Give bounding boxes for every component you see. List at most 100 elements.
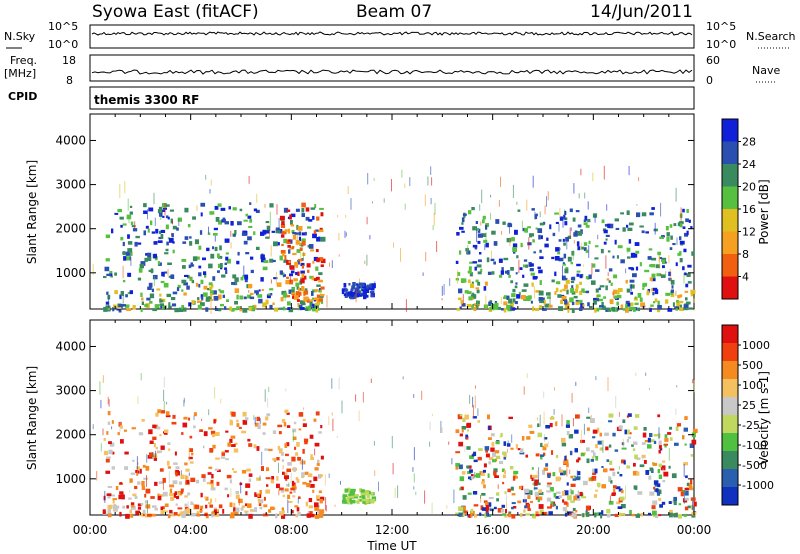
echo-cell xyxy=(605,446,609,451)
echo-cell xyxy=(629,284,635,289)
echo-cell xyxy=(199,429,203,432)
echo-cell xyxy=(591,456,594,459)
echo-cell xyxy=(120,439,124,444)
echo-cell xyxy=(274,307,279,312)
nsky-trace xyxy=(91,31,693,36)
echo-cell xyxy=(177,284,181,289)
echo-cell xyxy=(320,496,325,501)
echo-cell xyxy=(633,441,638,445)
echo-cell xyxy=(165,224,169,230)
echo-cell xyxy=(273,277,278,280)
echo-cell xyxy=(167,466,171,469)
echo-cell xyxy=(300,307,305,310)
echo-cell xyxy=(617,471,620,474)
echo-cell xyxy=(216,469,221,472)
echo-cell xyxy=(291,246,294,250)
echo-cell xyxy=(494,301,497,305)
echo-cell xyxy=(651,207,655,210)
noise-cell xyxy=(209,189,211,194)
echo-cell xyxy=(202,476,206,482)
echo-cell xyxy=(107,505,110,509)
echo-cell xyxy=(296,442,300,447)
noise-cell xyxy=(467,245,469,255)
echo-cell xyxy=(494,306,499,310)
echo-cell xyxy=(481,493,486,496)
echo-cell xyxy=(197,304,202,310)
echo-cell xyxy=(248,225,253,228)
echo-cell xyxy=(168,238,174,243)
noise-cell xyxy=(562,220,564,228)
echo-cell xyxy=(320,258,326,264)
echo-cell xyxy=(309,511,313,516)
echo-cell xyxy=(488,301,492,306)
echo-cell xyxy=(267,293,271,296)
echo-cell xyxy=(283,259,288,263)
echo-cell xyxy=(470,508,474,513)
echo-cell xyxy=(664,445,667,448)
echo-cell xyxy=(688,482,693,488)
echo-cell xyxy=(596,482,601,487)
echo-cell xyxy=(258,298,263,304)
echo-cell xyxy=(690,479,693,485)
noise-cell xyxy=(248,290,250,293)
echo-cell xyxy=(570,288,574,293)
echo-cell xyxy=(578,299,583,305)
echo-cell xyxy=(122,279,126,283)
echo-cell xyxy=(483,463,487,468)
echo-cell xyxy=(493,471,497,476)
echo-cell xyxy=(248,307,254,311)
echo-cell xyxy=(584,215,588,221)
echo-cell xyxy=(592,452,596,458)
power-plot-frame xyxy=(89,113,695,310)
noise-cell xyxy=(355,394,357,402)
echo-cell xyxy=(144,500,148,504)
noise-cell xyxy=(366,216,368,225)
echo-cell xyxy=(313,476,318,482)
noise-cell xyxy=(134,221,136,229)
echo-cell xyxy=(316,300,320,305)
echo-cell xyxy=(552,472,556,477)
echo-cell xyxy=(136,466,140,471)
noise-cell xyxy=(187,501,189,509)
noise-cell xyxy=(490,212,491,220)
echo-cell xyxy=(639,262,642,267)
echo-cell xyxy=(527,508,531,511)
echo-cell xyxy=(167,216,170,220)
noise-cell xyxy=(559,247,561,251)
echo-cell xyxy=(609,460,613,465)
noise-cell xyxy=(477,408,479,416)
echo-cell xyxy=(307,226,312,229)
echo-cell xyxy=(314,204,317,209)
echo-cell xyxy=(539,300,545,304)
echo-cell xyxy=(295,291,300,296)
echo-cell xyxy=(318,290,322,293)
echo-cell xyxy=(456,232,460,236)
echo-cell xyxy=(241,505,246,508)
velocity-echoes xyxy=(92,372,698,519)
echo-cell xyxy=(140,292,143,297)
echo-cell xyxy=(198,245,202,250)
echo-cell xyxy=(598,307,602,310)
echo-cell xyxy=(112,498,117,501)
echo-cell xyxy=(458,513,463,516)
echo-cell xyxy=(208,282,213,286)
echo-cell xyxy=(462,278,467,283)
noise-cell xyxy=(662,468,664,475)
echo-cell xyxy=(514,285,518,289)
echo-cell xyxy=(493,506,497,510)
echo-cell xyxy=(254,507,258,512)
echo-cell xyxy=(298,496,301,499)
noise-cell xyxy=(534,211,536,220)
echo-cell xyxy=(195,479,200,484)
echo-cell xyxy=(237,221,242,226)
echo-cell xyxy=(594,512,599,516)
noise-cell xyxy=(669,268,671,283)
echo-cell xyxy=(122,251,126,256)
echo-cell xyxy=(472,491,478,495)
echo-cell xyxy=(559,289,562,293)
echo-cell xyxy=(510,447,514,450)
echo-cell xyxy=(281,419,286,423)
freq-label-line2: [MHz] xyxy=(4,67,36,80)
echo-cell xyxy=(626,224,629,228)
echo-cell xyxy=(539,509,544,515)
